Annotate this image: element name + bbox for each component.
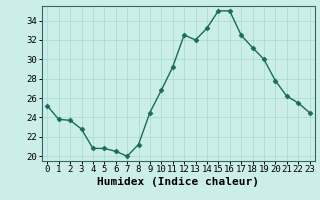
X-axis label: Humidex (Indice chaleur): Humidex (Indice chaleur) [97, 177, 260, 187]
